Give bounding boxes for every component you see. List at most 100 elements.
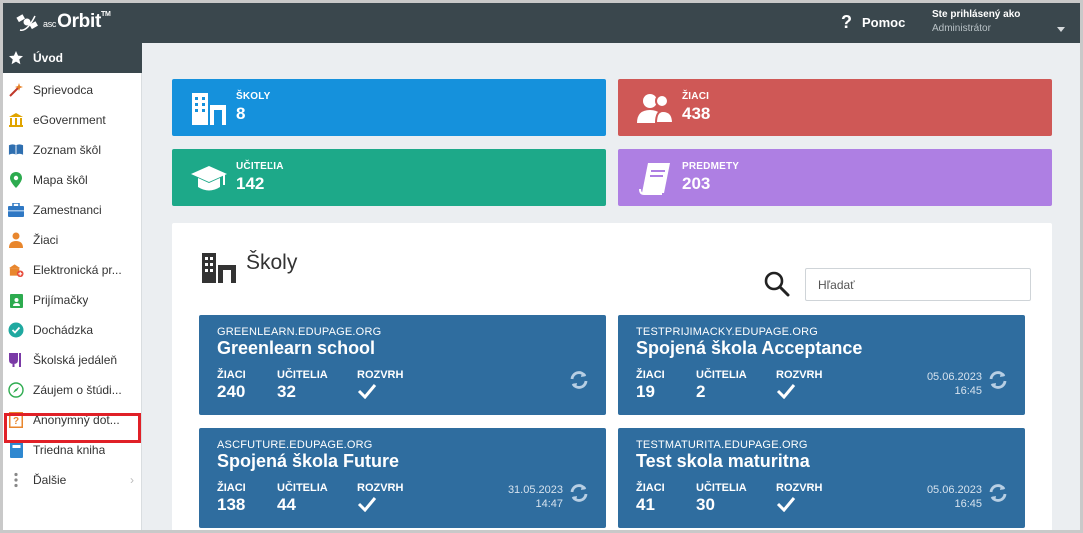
svg-text:?: ? <box>13 416 19 427</box>
briefcase-icon <box>8 202 24 218</box>
star-icon <box>8 50 24 66</box>
sync-icon[interactable] <box>988 370 1008 390</box>
highlight-box <box>4 413 141 443</box>
stat-tile-students[interactable]: ŽIACI 438 <box>618 79 1052 136</box>
sidebar-item-skolska-jedalen[interactable]: Školská jedáleň <box>3 345 142 375</box>
timetable-label: ROZVRH <box>357 369 404 381</box>
sync-datetime: 31.05.2023 14:47 <box>507 484 563 510</box>
sidebar-item-ziaci[interactable]: Žiaci <box>3 225 142 255</box>
sync-icon[interactable] <box>569 370 589 390</box>
chevron-down-icon[interactable] <box>1057 27 1065 32</box>
teachers-label: UČITELIA <box>277 482 328 494</box>
teachers-count: 2 <box>696 382 706 401</box>
sidebar-item-sprievodca[interactable]: Sprievodca <box>3 75 142 105</box>
sidebar-item-mapa-skol[interactable]: Mapa škôl <box>3 165 142 195</box>
clipboard-user-icon <box>8 292 24 308</box>
students-count: 41 <box>636 495 655 514</box>
check-icon <box>776 497 796 512</box>
top-bar: ascOrbitTM ? Pomoc Ste prihlásený ako Ad… <box>3 3 1080 43</box>
sidebar-item-elektronicka-prihlaska[interactable]: Elektronická pr... <box>3 255 142 285</box>
school-card-maturita[interactable]: TESTMATURITA.EDUPAGE.ORG Test skola matu… <box>618 428 1025 528</box>
school-add-icon <box>8 262 24 278</box>
teachers-count: 32 <box>277 382 296 401</box>
school-domain: TESTMATURITA.EDUPAGE.ORG <box>636 439 808 451</box>
sidebar-item-dochadzka[interactable]: Dochádzka <box>3 315 142 345</box>
students-label: ŽIACI <box>636 482 665 494</box>
book-icon <box>639 163 670 195</box>
sidebar-item-uvod[interactable]: Úvod <box>3 43 142 73</box>
graduation-cap-icon <box>191 166 227 191</box>
timetable-label: ROZVRH <box>357 482 404 494</box>
stat-schools-value: 8 <box>236 104 246 123</box>
sidebar-item-triedna-kniha[interactable]: Triedna kniha <box>3 435 142 465</box>
sidebar: Úvod Sprievodca eGovernment Zoznam škôl … <box>3 43 142 530</box>
sync-datetime: 05.06.2023 16:45 <box>926 484 982 510</box>
buildings-icon <box>192 93 226 125</box>
buildings-icon <box>202 253 236 283</box>
question-form-icon: ? <box>8 412 24 428</box>
user-name: Administrátor <box>932 23 991 34</box>
wand-icon <box>8 82 24 98</box>
sync-datetime: 05.06.2023 16:45 <box>926 371 982 397</box>
sync-icon[interactable] <box>988 483 1008 503</box>
map-pin-icon <box>8 172 24 188</box>
school-name: Spojená škola Future <box>217 451 400 471</box>
question-icon: ? <box>841 12 852 32</box>
student-icon <box>8 232 24 248</box>
government-building-icon <box>8 112 24 128</box>
timetable-label: ROZVRH <box>776 482 823 494</box>
school-domain: GREENLEARN.EDUPAGE.ORG <box>217 326 382 338</box>
school-card-greenlearn[interactable]: GREENLEARN.EDUPAGE.ORG Greenlearn school… <box>199 315 606 415</box>
user-menu[interactable]: Ste prihlásený ako Administrátor <box>932 9 1020 34</box>
check-icon <box>357 384 377 399</box>
stat-students-label: ŽIACI <box>682 91 710 102</box>
stat-schools-label: ŠKOLY <box>236 91 271 102</box>
sidebar-item-prijimacky[interactable]: Prijímačky <box>3 285 142 315</box>
sidebar-item-zoznam-skol[interactable]: Zoznam škôl <box>3 135 142 165</box>
stat-subjects-value: 203 <box>682 174 711 193</box>
compass-icon <box>8 382 24 398</box>
students-label: ŽIACI <box>636 369 665 381</box>
sidebar-item-egovernment[interactable]: eGovernment <box>3 105 142 135</box>
stat-teachers-value: 142 <box>236 174 265 193</box>
stat-tile-schools[interactable]: ŠKOLY 8 <box>172 79 606 136</box>
class-book-icon <box>8 442 24 458</box>
students-label: ŽIACI <box>217 482 246 494</box>
stat-tile-teachers[interactable]: UČITEĽIA 142 <box>172 149 606 206</box>
teachers-label: UČITELIA <box>696 482 747 494</box>
teachers-count: 44 <box>277 495 296 514</box>
logo[interactable]: ascOrbitTM <box>15 8 111 36</box>
book-icon <box>8 142 24 158</box>
check-icon <box>357 497 377 512</box>
school-card-future[interactable]: ASCFUTURE.EDUPAGE.ORG Spojená škola Futu… <box>199 428 606 528</box>
user-line-1: Ste prihlásený ako <box>932 9 1021 20</box>
sidebar-item-anonymny-dotaznik[interactable]: ? Anonymný dot... <box>3 405 142 435</box>
stat-students-value: 438 <box>682 104 711 123</box>
sync-icon[interactable] <box>569 483 589 503</box>
more-vertical-icon <box>8 472 24 488</box>
school-domain: ASCFUTURE.EDUPAGE.ORG <box>217 439 373 451</box>
school-name: Spojená škola Acceptance <box>636 338 863 358</box>
stat-teachers-label: UČITEĽIA <box>236 161 284 172</box>
satellite-icon <box>16 14 38 31</box>
students-count: 19 <box>636 382 655 401</box>
search-input[interactable] <box>805 268 1031 301</box>
stat-subjects-label: PREDMETY <box>682 161 740 172</box>
sidebar-item-dalsie[interactable]: Ďalšie › <box>3 465 142 495</box>
sidebar-item-zamestnanci[interactable]: Zamestnanci <box>3 195 142 225</box>
students-count: 138 <box>217 495 246 514</box>
school-card-acceptance[interactable]: TESTPRIJIMACKY.EDUPAGE.ORG Spojená škola… <box>618 315 1025 415</box>
timetable-label: ROZVRH <box>776 369 823 381</box>
help-button[interactable]: ? Pomoc <box>841 12 905 33</box>
sidebar-item-zaujem-o-studium[interactable]: Záujem o štúdi... <box>3 375 142 405</box>
teachers-count: 30 <box>696 495 715 514</box>
search-icon[interactable] <box>764 271 790 297</box>
logo-text: ascOrbitTM <box>43 11 111 32</box>
stat-tile-subjects[interactable]: PREDMETY 203 <box>618 149 1052 206</box>
users-icon <box>637 94 674 124</box>
school-name: Greenlearn school <box>217 338 376 358</box>
panel-title: Školy <box>246 251 298 274</box>
school-domain: TESTPRIJIMACKY.EDUPAGE.ORG <box>636 326 819 338</box>
cup-icon <box>8 352 24 368</box>
